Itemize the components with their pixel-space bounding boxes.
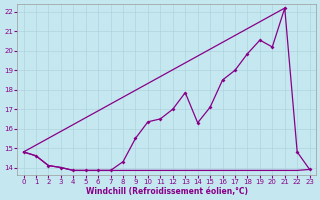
X-axis label: Windchill (Refroidissement éolien,°C): Windchill (Refroidissement éolien,°C) [85, 187, 248, 196]
